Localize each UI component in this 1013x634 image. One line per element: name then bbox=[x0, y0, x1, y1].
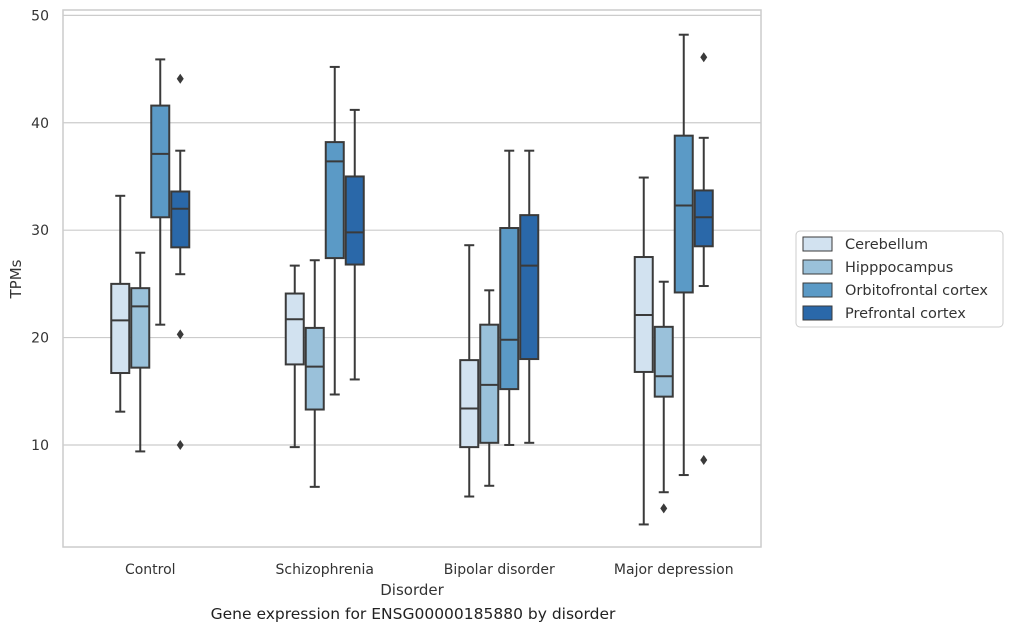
box-hipppocampus-1 bbox=[304, 259, 325, 488]
legend-swatch-orbitofrontal-cortex bbox=[802, 282, 833, 298]
y-tick-label-50: 50 bbox=[31, 8, 49, 24]
outlier-point bbox=[176, 329, 184, 340]
box-hipppocampus-0 bbox=[130, 251, 151, 453]
box-body bbox=[673, 134, 694, 294]
box-hipppocampus-2 bbox=[479, 289, 500, 487]
x-tick-label-control: Control bbox=[125, 562, 176, 578]
box-cerebellum-3 bbox=[633, 176, 654, 526]
legend-label-hipppocampus: Hipppocampus bbox=[845, 260, 953, 276]
legend-swatch-cerebellum bbox=[802, 236, 833, 252]
box-prefrontal-cortex-1 bbox=[344, 108, 365, 381]
box-orbitofrontal-cortex-2 bbox=[499, 149, 520, 446]
legend-frame bbox=[795, 230, 1004, 328]
box-prefrontal-cortex-0 bbox=[170, 73, 191, 450]
box-prefrontal-cortex-2 bbox=[519, 149, 540, 444]
legend-label-orbitofrontal-cortex: Orbitofrontal cortex bbox=[845, 283, 988, 299]
box-body bbox=[653, 325, 674, 398]
outlier-point bbox=[700, 455, 708, 466]
box-hipppocampus-3 bbox=[653, 280, 674, 514]
legend-label-prefrontal-cortex: Prefrontal cortex bbox=[845, 306, 966, 322]
outlier-point bbox=[700, 52, 708, 63]
box-orbitofrontal-cortex-1 bbox=[324, 65, 345, 396]
box-body bbox=[499, 227, 520, 391]
legend-swatch-hipppocampus bbox=[802, 259, 833, 275]
box-body bbox=[110, 282, 131, 375]
box-body bbox=[459, 359, 480, 449]
legend-swatch-prefrontal-cortex bbox=[802, 305, 833, 321]
plot-background bbox=[63, 10, 761, 547]
box-body bbox=[304, 326, 325, 411]
y-tick-label-20: 20 bbox=[31, 331, 49, 347]
x-tick-label-bipolar-disorder: Bipolar disorder bbox=[444, 562, 555, 578]
box-body bbox=[130, 287, 151, 369]
box-body bbox=[479, 323, 500, 444]
box-body bbox=[519, 214, 540, 361]
x-tick-label-schizophrenia: Schizophrenia bbox=[276, 562, 374, 578]
y-tick-label-10: 10 bbox=[31, 438, 49, 454]
box-orbitofrontal-cortex-0 bbox=[150, 58, 171, 326]
y-axis-label: TPMs bbox=[7, 259, 25, 299]
box-prefrontal-cortex-3 bbox=[693, 52, 714, 466]
x-axis-label: Disorder bbox=[380, 581, 444, 599]
outlier-point bbox=[660, 503, 668, 514]
box-body bbox=[150, 104, 171, 219]
box-body bbox=[170, 190, 191, 249]
box-body bbox=[693, 189, 714, 248]
legend-label-cerebellum: Cerebellum bbox=[845, 237, 928, 253]
y-tick-label-30: 30 bbox=[31, 223, 49, 239]
figure-caption: Gene expression for ENSG00000185880 by d… bbox=[210, 605, 616, 623]
box-groups bbox=[110, 33, 714, 526]
box-cerebellum-0 bbox=[110, 194, 131, 413]
box-cerebellum-2 bbox=[459, 244, 480, 498]
box-orbitofrontal-cortex-3 bbox=[673, 33, 694, 477]
legend: Cerebellum Hipppocampus Orbitofrontal cort… bbox=[795, 230, 1004, 328]
plot-frame bbox=[62, 9, 762, 548]
outlier-point bbox=[176, 73, 184, 84]
y-axis-ticks: 10 20 30 40 50 bbox=[31, 8, 49, 454]
outlier-point bbox=[176, 439, 184, 450]
box-body bbox=[344, 175, 365, 266]
y-tick-label-40: 40 bbox=[31, 116, 49, 132]
box-body bbox=[284, 292, 305, 366]
x-tick-label-major-depression: Major depression bbox=[614, 562, 734, 578]
x-axis-ticks: Control Schizophrenia Bipolar disorder Majo… bbox=[125, 562, 734, 578]
box-cerebellum-1 bbox=[284, 264, 305, 449]
box-body bbox=[324, 141, 345, 260]
